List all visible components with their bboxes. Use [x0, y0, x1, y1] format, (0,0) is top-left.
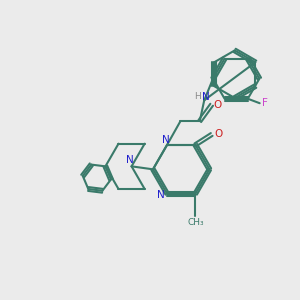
Text: CH₃: CH₃ — [187, 218, 204, 227]
Text: H: H — [194, 92, 201, 101]
Text: N: N — [126, 155, 134, 165]
Text: O: O — [214, 100, 222, 110]
Text: N: N — [202, 92, 210, 102]
Text: N: N — [157, 190, 164, 200]
Text: O: O — [214, 129, 222, 139]
Text: F: F — [262, 98, 268, 108]
Text: N: N — [162, 134, 170, 145]
